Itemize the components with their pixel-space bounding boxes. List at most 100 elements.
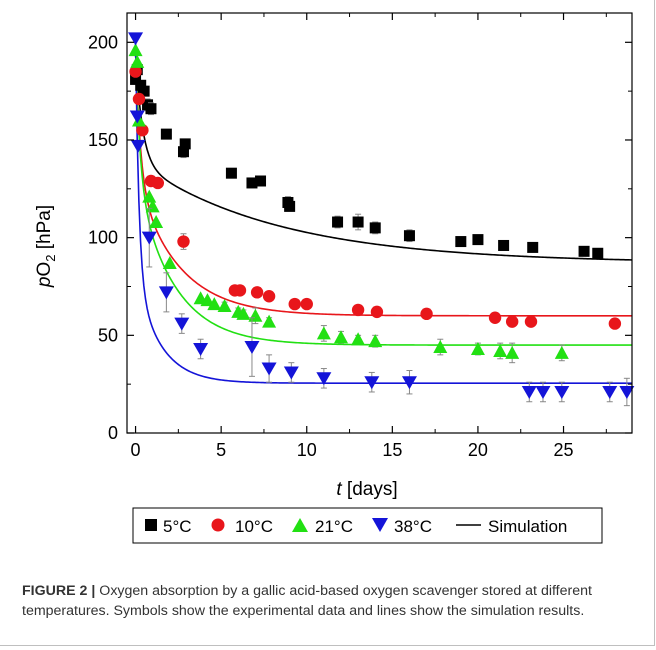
data-point-38c <box>316 372 332 386</box>
data-point-10c <box>250 286 264 299</box>
legend-label-simulation: Simulation <box>488 517 567 536</box>
data-point-21c <box>200 293 215 307</box>
legend-label-38c: 38°C <box>394 517 432 536</box>
data-point-38c <box>261 362 277 376</box>
x-tick-label: 15 <box>382 440 402 460</box>
data-point-38c <box>619 385 635 399</box>
data-point-21c <box>130 54 145 68</box>
y-tick-label: 0 <box>108 423 118 443</box>
x-tick-label: 10 <box>297 440 317 460</box>
legend-label-21c: 21°C <box>315 517 353 536</box>
data-point-5c <box>145 103 157 115</box>
data-point-38c <box>193 343 209 356</box>
data-point-38c <box>141 231 157 245</box>
data-point-38c <box>602 385 618 399</box>
plot-frame <box>126 12 633 434</box>
data-point-38c <box>521 385 537 399</box>
data-point-10c <box>129 65 142 78</box>
y-tick-label: 100 <box>88 228 118 248</box>
axes-layer: 0 5 10 15 20 25 0 50 100 150 200 <box>88 12 633 460</box>
simulation-line-38c <box>134 43 632 384</box>
x-tick-label: 0 <box>131 440 141 460</box>
data-point-21c <box>493 343 508 357</box>
simulation-line-10c <box>134 52 632 317</box>
data-point-5c <box>160 128 172 140</box>
data-point-38c <box>128 32 144 46</box>
data-point-38c <box>174 317 190 331</box>
data-point-5c <box>225 167 237 179</box>
data-point-38c <box>554 385 570 399</box>
data-point-5c <box>135 79 147 91</box>
data-point-21c <box>236 306 251 320</box>
data-point-21c <box>505 345 520 359</box>
legend-marker-21c <box>292 518 308 532</box>
data-point-10c <box>370 305 384 319</box>
data-point-5c <box>352 216 364 228</box>
data-point-5c <box>246 177 258 189</box>
data-point-5c <box>284 200 296 212</box>
y-tick-label: 200 <box>88 32 118 52</box>
caption-text: Oxygen absorption by a gallic acid-based… <box>22 583 592 619</box>
data-point-10c <box>233 284 247 297</box>
data-point-38c <box>244 341 260 355</box>
x-tick-label: 5 <box>216 440 226 460</box>
data-point-5c <box>578 245 590 257</box>
data-point-10c <box>420 307 433 321</box>
data-point-5c <box>179 138 191 150</box>
data-point-21c <box>248 308 263 322</box>
y-axis-title: pO2 [hPa] <box>34 205 58 288</box>
data-point-10c <box>136 124 149 137</box>
data-point-5c <box>527 241 539 253</box>
data-point-38c <box>283 366 299 380</box>
data-point-10c <box>351 303 365 317</box>
legend: 5°C 10°C 21°C 38°C Simulation <box>132 507 603 544</box>
data-point-5c <box>138 85 150 97</box>
figure-caption: FIGURE 2 | Oxygen absorption by a gallic… <box>22 581 632 621</box>
data-point-5c <box>369 222 381 234</box>
data-point-21c <box>162 256 177 270</box>
data-point-38c <box>158 286 174 300</box>
data-point-21c <box>262 314 277 328</box>
legend-marker-10c <box>211 518 225 532</box>
data-point-5c <box>130 73 142 85</box>
data-point-21c <box>207 297 222 311</box>
x-tick-label: 25 <box>554 440 574 460</box>
data-point-21c <box>128 43 143 57</box>
x-tick-label: 20 <box>468 440 488 460</box>
simulation-line-5c <box>134 53 633 261</box>
data-point-21c <box>433 340 448 354</box>
x-axis-title: t [days] <box>336 479 397 500</box>
data-point-38c <box>535 385 551 399</box>
simulation-line-21c <box>134 52 632 346</box>
legend-box <box>132 507 603 544</box>
legend-marker-38c <box>372 518 388 532</box>
data-point-10c <box>132 92 146 106</box>
data-point-10c <box>524 315 538 328</box>
figure-label: FIGURE 2 | <box>22 583 96 599</box>
data-point-5c <box>255 175 267 187</box>
data-point-21c <box>351 332 366 346</box>
data-point-21c <box>316 326 331 340</box>
data-point-21c <box>470 342 485 355</box>
legend-label-5c: 5°C <box>163 517 192 536</box>
data-point-10c <box>300 297 313 311</box>
data-point-21c <box>554 345 569 359</box>
data-point-21c <box>368 334 383 348</box>
data-point-10c <box>488 311 502 324</box>
data-point-21c <box>333 330 348 344</box>
legend-marker-5c <box>145 519 157 531</box>
y-tick-label: 150 <box>88 130 118 150</box>
data-point-38c <box>364 376 380 390</box>
data-point-21c <box>149 215 164 229</box>
plot-layer <box>128 32 635 407</box>
data-point-5c <box>592 247 604 259</box>
data-point-10c <box>151 176 165 190</box>
data-point-10c <box>608 317 622 330</box>
data-point-10c <box>505 315 519 328</box>
legend-label-10c: 10°C <box>235 517 273 536</box>
data-point-38c <box>130 139 146 153</box>
data-point-38c <box>401 376 417 390</box>
data-point-10c <box>262 290 276 303</box>
data-point-21c <box>142 189 157 203</box>
